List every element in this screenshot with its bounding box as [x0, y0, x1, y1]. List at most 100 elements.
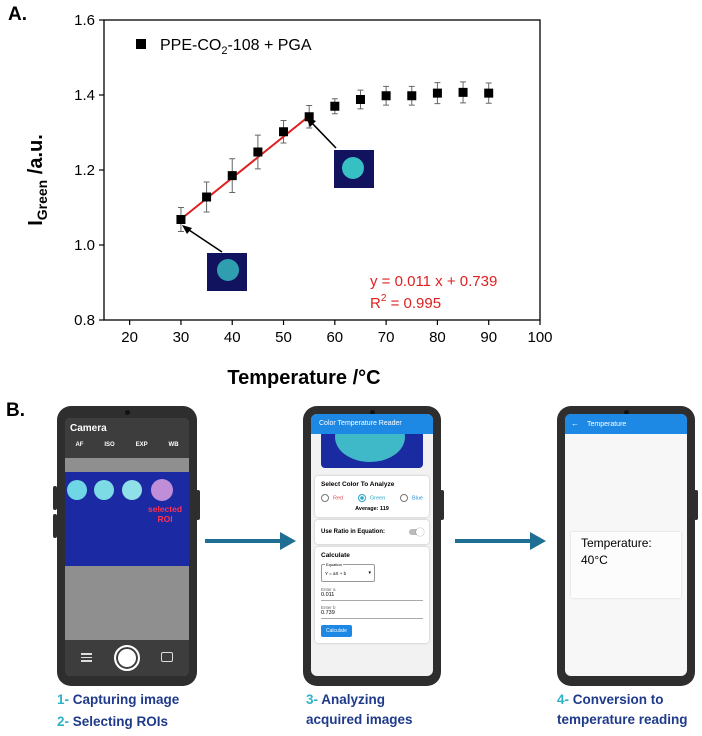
chart-svg: 20 30 40 50 60 70 80 90 100 0.8 1.0 1.2 1.4 1.6 PPE-C…	[25, 12, 553, 389]
ratio-toggle[interactable]	[409, 528, 424, 536]
fit-line	[180, 115, 310, 220]
menu-icon[interactable]	[81, 653, 92, 662]
camera-bottombar	[65, 640, 189, 676]
y-tick-label: 1.6	[74, 12, 95, 29]
x-tick-label: 50	[275, 329, 292, 346]
data-point	[176, 215, 186, 224]
x-tick-label: 80	[429, 329, 446, 346]
x-tick-label: 60	[326, 329, 343, 346]
ratio-card: Use Ratio in Equation:	[315, 520, 429, 544]
enter-b-label: Enter b	[321, 605, 336, 610]
reader-appbar: Color Temperature Reader	[311, 414, 433, 434]
phone1-volume-down	[53, 514, 57, 538]
enter-a-label: Enter a	[321, 587, 336, 592]
radio-red[interactable]	[321, 494, 329, 502]
phone-color-reader: Color Temperature Reader Select Color To…	[303, 406, 441, 686]
data-point	[253, 147, 263, 157]
equation-select[interactable]: Equation Y = aX + b ▾	[321, 562, 375, 582]
pointer-arrow-30c	[185, 227, 223, 253]
pointer-arrow-55c	[309, 120, 337, 149]
x-tick-label: 90	[480, 329, 497, 346]
mode-af-button[interactable]: AF	[75, 442, 84, 448]
fit-r2: R2 = 0.995	[370, 293, 441, 312]
select-color-card: Select Color To Analyze Red Green Blue A…	[315, 476, 429, 517]
phone3-camera-dot	[624, 410, 629, 415]
caption-step-2: 2- Selecting ROIs	[57, 714, 169, 729]
pointer-arrowhead-55c	[306, 117, 316, 127]
panel-b-label: B.	[6, 400, 25, 421]
x-axis-label: Temperature /°C	[227, 367, 380, 389]
camera-screen: Camera AF ISO EXP WB selected ROI	[65, 418, 189, 676]
data-point	[484, 88, 494, 98]
legend-marker	[136, 39, 146, 49]
camera-title: Camera	[70, 423, 107, 434]
camera-topbar: Camera AF ISO EXP WB	[65, 418, 189, 458]
sample-spot-2	[94, 480, 114, 500]
temperature-screen: ← Temperature Temperature: 40°C	[565, 414, 687, 676]
mode-iso-button[interactable]: ISO	[104, 442, 115, 448]
plot-area: 20 30 40 50 60 70 80 90 100 0.8 1.0 1.2 1.4 1.6	[74, 12, 552, 346]
x-tick-label: 20	[121, 329, 138, 346]
data-point	[227, 171, 237, 181]
calculate-button[interactable]: Calculate	[321, 625, 352, 637]
panel-a-label: A.	[8, 4, 27, 25]
y-tick-label: 1.4	[74, 87, 95, 104]
roi-label-line1: selected	[147, 504, 183, 514]
a-input[interactable]: 0.011	[321, 592, 423, 601]
phone-temperature: ← Temperature Temperature: 40°C	[557, 406, 695, 686]
mode-wb-button[interactable]: WB	[168, 442, 179, 448]
chevron-down-icon: ▾	[368, 570, 371, 576]
roi-label-line2: ROI	[157, 514, 173, 524]
radio-green[interactable]	[357, 494, 366, 502]
caption-step-1: 1- Capturing image	[57, 692, 180, 707]
x-tick-label: 70	[378, 329, 395, 346]
sample-spot-3	[122, 480, 142, 500]
phone-camera: Camera AF ISO EXP WB selected ROI	[57, 406, 197, 686]
reader-preview-image	[321, 434, 423, 468]
temperature-appbar: ← Temperature	[565, 414, 687, 434]
data-point	[330, 101, 340, 111]
data-point	[279, 127, 289, 137]
data-point	[432, 88, 442, 98]
b-input[interactable]: 0.739	[321, 610, 423, 619]
switch-camera-icon[interactable]	[161, 652, 173, 662]
x-tick-label: 40	[224, 329, 241, 346]
fit-equation: y = 0.011 x + 0.739	[370, 273, 497, 290]
camera-viewfinder: selected ROI	[65, 472, 189, 566]
ratio-label: Use Ratio in Equation:	[321, 529, 386, 535]
y-tick-label: 0.8	[74, 312, 95, 329]
phone1-side-button	[196, 490, 200, 520]
option-green[interactable]: Green	[357, 494, 385, 502]
option-blue[interactable]: Blue	[399, 494, 423, 502]
temperature-title: Temperature	[587, 421, 627, 428]
phone1-camera-dot	[125, 410, 130, 415]
calculate-card: Calculate Equation Y = aX + b ▾ Enter a …	[315, 547, 429, 643]
data-point	[304, 112, 314, 122]
pointer-arrowhead-30c	[182, 225, 192, 234]
shutter-button[interactable]	[114, 645, 140, 671]
selected-roi-circle[interactable]	[151, 479, 173, 501]
reader-screen: Color Temperature Reader Select Color To…	[311, 414, 433, 676]
x-tick-label: 30	[173, 329, 190, 346]
caption-step-4: 4- Conversion to temperature reading	[557, 692, 688, 727]
legend-text: PPE-CO2-108 + PGA	[160, 37, 312, 57]
data-point	[407, 91, 417, 101]
option-red[interactable]: Red	[321, 494, 343, 502]
inset-glow-30c	[217, 259, 239, 281]
phone2-camera-dot	[370, 410, 375, 415]
y-axis-label: IGreen /a.u.	[25, 134, 50, 226]
flow-arrow-2	[455, 539, 531, 543]
mode-exp-button[interactable]: EXP	[135, 442, 148, 448]
caption-step-3: 3- Analyzing acquired images	[306, 692, 413, 727]
y-tick-label: 1.2	[74, 162, 95, 179]
average-value: Average: 119	[355, 506, 389, 512]
back-arrow-icon[interactable]: ←	[571, 419, 579, 428]
temperature-value: 40°C	[581, 553, 608, 567]
sample-spot-1	[67, 480, 87, 500]
y-tick-label: 1.0	[74, 237, 95, 254]
data-point	[202, 192, 212, 202]
flow-arrowhead-1	[280, 532, 296, 550]
calculate-heading: Calculate	[321, 552, 350, 559]
phone1-volume-up	[53, 486, 57, 510]
radio-blue[interactable]	[399, 494, 408, 502]
